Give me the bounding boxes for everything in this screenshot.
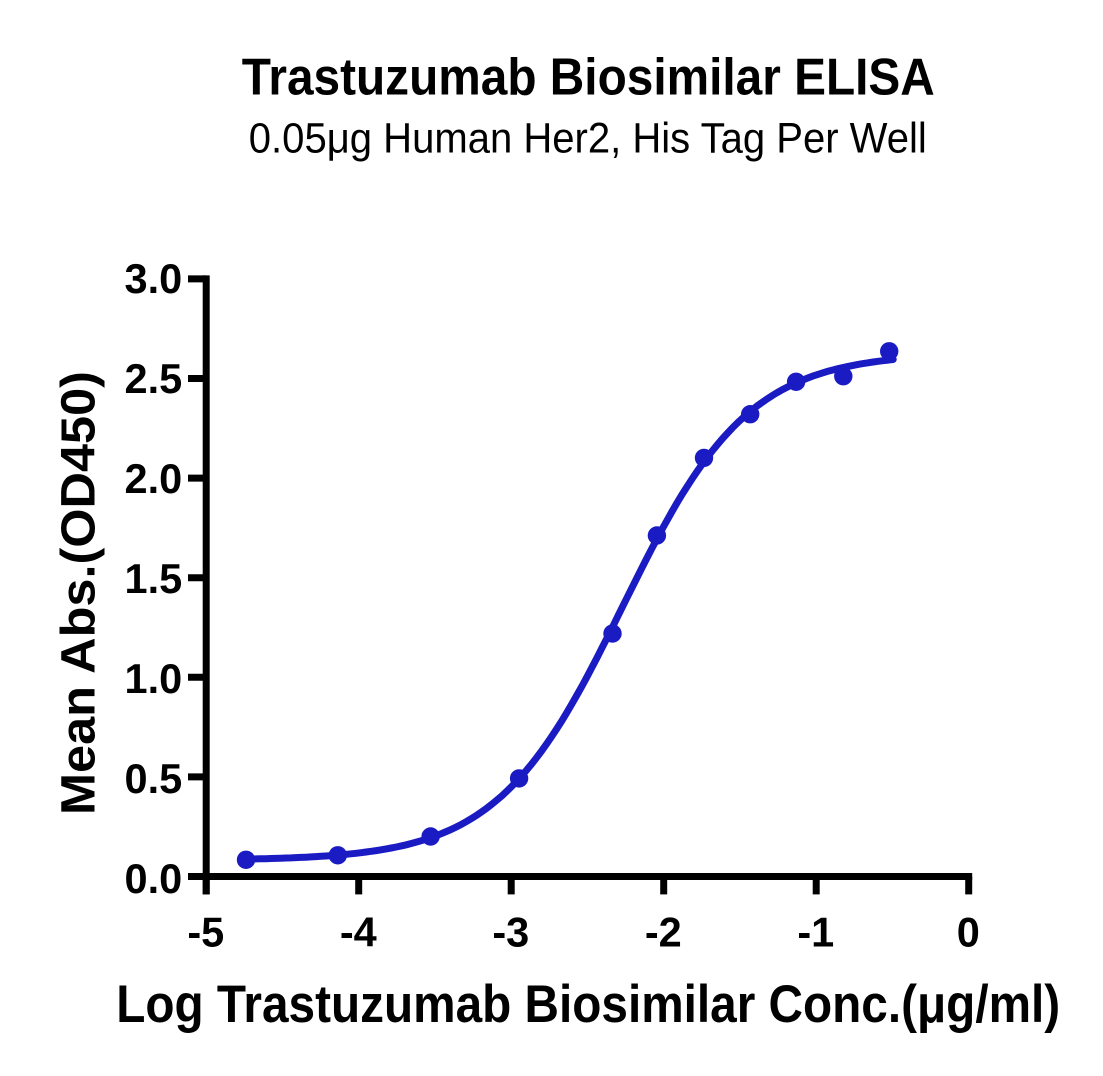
svg-text:Log Trastuzumab Biosimilar Con: Log Trastuzumab Biosimilar Conc.(μg/ml) xyxy=(116,975,1060,1034)
svg-text:-2: -2 xyxy=(645,908,682,955)
svg-text:-1: -1 xyxy=(797,908,834,955)
svg-text:Trastuzumab Biosimilar ELISA: Trastuzumab Biosimilar ELISA xyxy=(242,47,935,105)
svg-text:0.05μg Human Her2, His Tag Per: 0.05μg Human Her2, His Tag Per Well xyxy=(249,114,927,162)
svg-text:-5: -5 xyxy=(187,908,224,955)
svg-text:2.5: 2.5 xyxy=(124,355,182,402)
svg-text:-3: -3 xyxy=(492,908,529,955)
svg-text:-4: -4 xyxy=(340,908,377,955)
svg-text:3.0: 3.0 xyxy=(124,255,182,302)
svg-text:1.0: 1.0 xyxy=(124,655,182,702)
svg-text:0.5: 0.5 xyxy=(124,755,182,802)
svg-text:0: 0 xyxy=(957,908,980,955)
svg-text:2.0: 2.0 xyxy=(124,455,182,502)
svg-text:Mean Abs.(OD450): Mean Abs.(OD450) xyxy=(53,371,106,815)
svg-text:1.5: 1.5 xyxy=(124,555,182,602)
svg-text:0.0: 0.0 xyxy=(124,855,182,902)
